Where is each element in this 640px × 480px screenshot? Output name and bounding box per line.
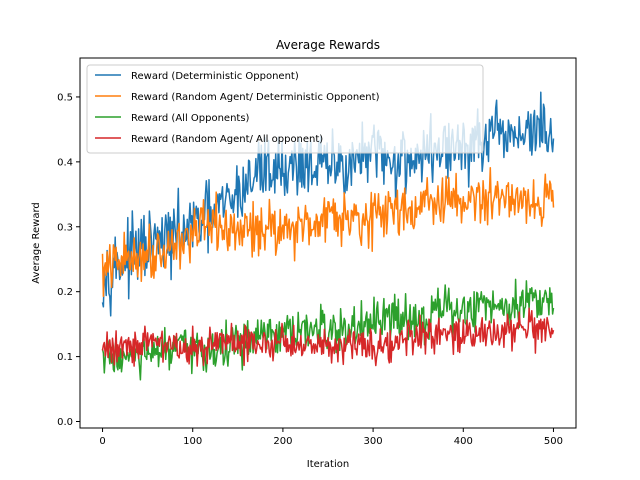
y-tick-label: 0.0 bbox=[57, 417, 73, 428]
y-tick-label: 0.5 bbox=[57, 92, 73, 103]
y-tick-label: 0.4 bbox=[57, 157, 73, 168]
chart-title: Average Rewards bbox=[276, 38, 380, 52]
legend-label: Reward (Random Agent/ All opponent) bbox=[131, 134, 323, 145]
x-axis: 0 100 200 300 400 500 bbox=[99, 428, 563, 447]
x-tick-label: 100 bbox=[183, 436, 202, 447]
series-line-4 bbox=[101, 307, 555, 367]
legend-box bbox=[86, 64, 484, 154]
legend: Reward (Deterministic Opponent) Reward (R… bbox=[86, 64, 484, 154]
legend-label: Reward (Deterministic Opponent) bbox=[131, 71, 299, 82]
x-tick-label: 400 bbox=[454, 436, 473, 447]
legend-label: Reward (All Opponents) bbox=[131, 113, 250, 124]
x-tick-label: 500 bbox=[544, 436, 563, 447]
x-tick-label: 0 bbox=[99, 436, 105, 447]
y-axis-title: Average Reward bbox=[31, 202, 42, 283]
series-line-2 bbox=[101, 166, 555, 298]
x-tick-label: 200 bbox=[273, 436, 292, 447]
y-tick-label: 0.2 bbox=[57, 287, 73, 298]
y-axis: 0.0 0.1 0.2 0.3 0.4 0.5 bbox=[57, 92, 80, 428]
x-tick-label: 300 bbox=[364, 436, 383, 447]
x-axis-title: Iteration bbox=[307, 459, 349, 470]
y-tick-label: 0.1 bbox=[57, 352, 73, 363]
legend-label: Reward (Random Agent/ Deterministic Oppo… bbox=[131, 92, 380, 103]
y-tick-label: 0.3 bbox=[57, 222, 73, 233]
plot-frame bbox=[79, 57, 577, 429]
